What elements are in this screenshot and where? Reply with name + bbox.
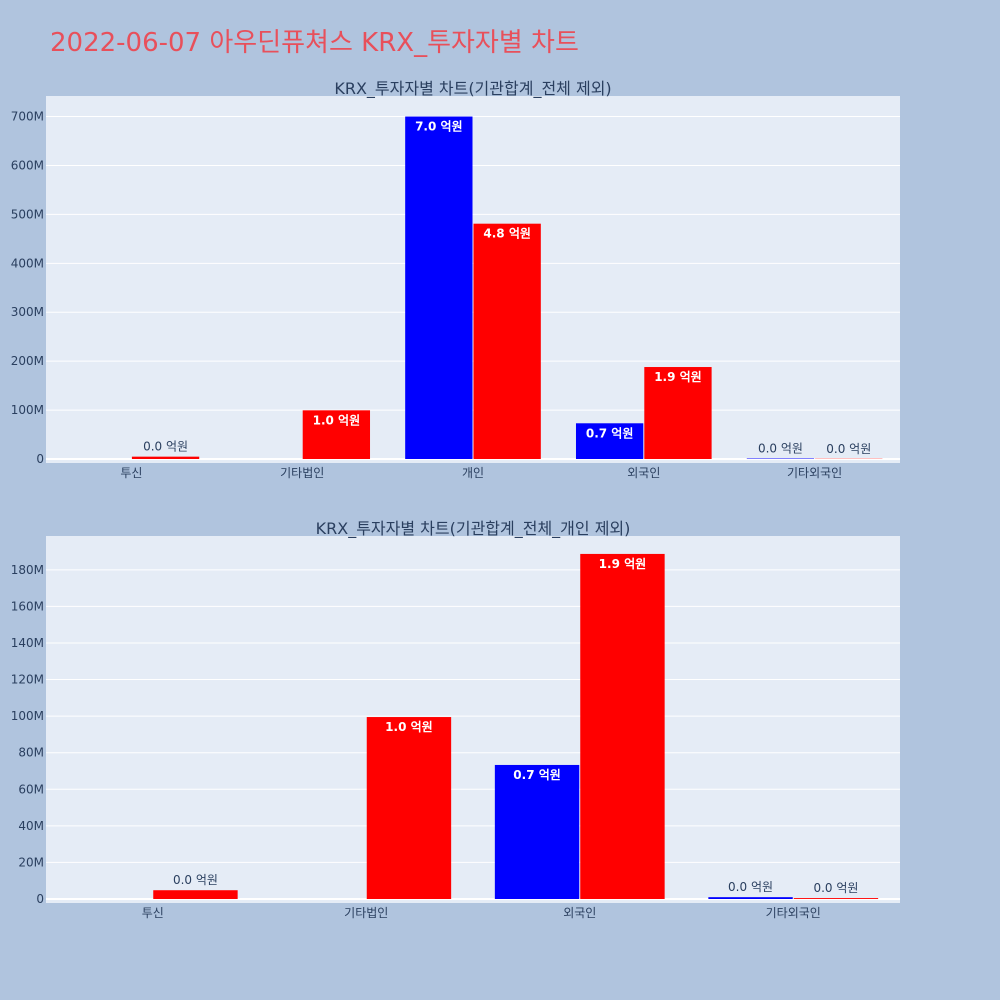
page-title: 2022-06-07 아우딘퓨쳐스 KRX_투자자별 차트 [50, 28, 579, 58]
y-tick-label: 100M [11, 403, 44, 417]
y-tick-label: 20M [18, 855, 44, 869]
y-tick-label: 80M [18, 746, 44, 760]
plot-area [46, 536, 900, 903]
bar [405, 116, 473, 459]
y-tick-label: 40M [18, 819, 44, 833]
y-tick-label: 400M [11, 256, 44, 270]
bar [494, 764, 580, 899]
bar [153, 890, 238, 899]
y-tick-label: 600M [11, 158, 44, 172]
y-tick-label: 0 [36, 892, 44, 906]
chart-excluding-institutions: KRX_투자자별 차트(기관합계_전체 제외) 0 100M 200M 300M 400M… [11, 79, 900, 480]
bar [708, 897, 793, 899]
y-tick-label: 300M [11, 305, 44, 319]
bar-value-label: 0.0 억원 [813, 881, 858, 895]
bar-value-label: 1.9 억원 [599, 557, 647, 571]
bar-value-label: 0.0 억원 [758, 442, 803, 456]
bar [580, 553, 665, 899]
bar-value-label: 1.9 억원 [654, 370, 702, 384]
x-tick-label: 기타외국인 [787, 466, 842, 480]
x-tick-label: 기타외국인 [766, 906, 821, 920]
bar-value-label: 4.8 억원 [483, 227, 531, 241]
bar-value-label: 0.7 억원 [586, 426, 634, 440]
x-tick-label: 투신 [120, 466, 142, 480]
y-tick-label: 140M [11, 636, 44, 650]
x-tick-label: 외국인 [627, 466, 660, 480]
x-tick-label: 외국인 [563, 906, 596, 920]
bar-value-label: 1.0 억원 [313, 413, 361, 427]
y-tick-label: 120M [11, 673, 44, 687]
bar [473, 223, 541, 459]
x-tick-label: 기타법인 [344, 906, 388, 920]
y-tick-label: 60M [18, 782, 44, 796]
x-tick-label: 투신 [142, 906, 164, 920]
bar-value-label: 1.0 억원 [385, 720, 433, 734]
bar-value-label: 0.0 억원 [173, 873, 218, 887]
bar-value-label: 0.0 억원 [143, 440, 188, 454]
y-tick-label: 700M [11, 110, 44, 124]
y-tick-label: 180M [11, 563, 44, 577]
bar [366, 717, 452, 899]
bar-value-label: 0.7 억원 [513, 768, 561, 782]
bar [131, 456, 200, 459]
bar [644, 367, 712, 459]
bar [302, 410, 371, 459]
x-tick-label: 개인 [462, 466, 484, 480]
bar [575, 423, 644, 459]
x-tick-label: 기타법인 [280, 466, 324, 480]
chart-title: KRX_투자자별 차트(기관합계_전체 제외) [334, 79, 611, 99]
bar-value-label: 7.0 억원 [415, 120, 463, 134]
chart-excluding-institutions-and-individuals: KRX_투자자별 차트(기관합계_전체_개인 제외) 0 20M 40M 60M 80M 1… [11, 519, 900, 920]
y-tick-label: 160M [11, 599, 44, 613]
bar [793, 898, 879, 899]
bar-value-label: 0.0 억원 [826, 442, 871, 456]
y-tick-label: 200M [11, 354, 44, 368]
y-tick-label: 100M [11, 709, 44, 723]
chart-title: KRX_투자자별 차트(기관합계_전체_개인 제외) [316, 519, 631, 539]
bar-value-label: 0.0 억원 [728, 880, 773, 894]
y-tick-label: 0 [36, 452, 44, 466]
y-tick-label: 500M [11, 207, 44, 221]
plot-area [46, 96, 900, 463]
